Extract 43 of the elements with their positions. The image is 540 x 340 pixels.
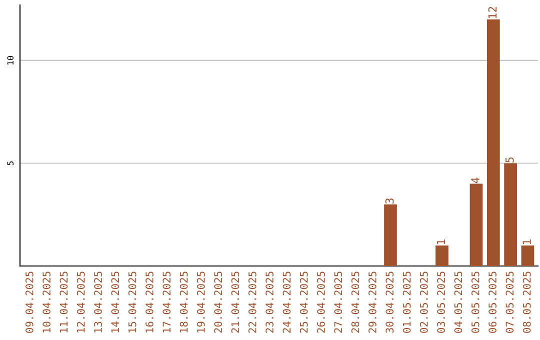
x-tick-label: 08.05.2025 bbox=[522, 272, 531, 333]
data-label: 1 bbox=[436, 240, 446, 244]
bar bbox=[521, 245, 534, 266]
x-tick-label: 22.04.2025 bbox=[248, 272, 256, 333]
y-tick-label: 10 bbox=[7, 56, 14, 65]
data-label: 4 bbox=[471, 178, 480, 184]
x-tick-label: 19.04.2025 bbox=[196, 272, 205, 332]
x-tick-label: 06.05.2025 bbox=[488, 272, 496, 333]
x-tick-label: 09.04.2025 bbox=[25, 272, 34, 333]
data-label: 5 bbox=[506, 157, 514, 162]
bar bbox=[436, 245, 448, 266]
x-tick-label: 28.04.2025 bbox=[351, 272, 360, 333]
x-tick-label: 30.04.2025 bbox=[386, 272, 394, 333]
x-tick-label: 14.04.2025 bbox=[111, 272, 120, 332]
x-tick-label: 10.04.2025 bbox=[42, 272, 50, 332]
data-label: 1 bbox=[522, 240, 531, 244]
x-tick-label: 11.04.2025 bbox=[60, 272, 68, 332]
data-label: 12 bbox=[488, 6, 496, 18]
x-tick-label: 04.05.2025 bbox=[454, 272, 462, 333]
x-tick-label: 03.05.2025 bbox=[437, 272, 445, 333]
x-tick-label: 17.04.2025 bbox=[162, 272, 171, 332]
bar bbox=[486, 19, 500, 266]
x-tick-label: 13.04.2025 bbox=[94, 272, 102, 332]
x-tick-label: 01.05.2025 bbox=[402, 272, 411, 333]
x-tick-label: 05.05.2025 bbox=[471, 272, 480, 333]
x-tick-label: 29.04.2025 bbox=[368, 272, 376, 333]
x-tick-label: 26.04.2025 bbox=[317, 272, 325, 333]
x-tick-label: 20.04.2025 bbox=[214, 272, 222, 333]
x-tick-label: 21.04.2025 bbox=[231, 272, 240, 333]
x-tick-label: 23.04.2025 bbox=[266, 272, 274, 333]
bar bbox=[384, 204, 397, 266]
x-tick-label: 02.05.2025 bbox=[420, 272, 428, 333]
x-tick-label: 16.04.2025 bbox=[146, 272, 154, 332]
x-tick-label: 24.04.2025 bbox=[282, 272, 291, 333]
x-tick-label: 27.04.2025 bbox=[334, 272, 342, 333]
bar bbox=[504, 163, 517, 266]
x-tick-label: 15.04.2025 bbox=[128, 272, 136, 332]
x-tick-label: 18.04.2025 bbox=[180, 272, 188, 332]
data-label: 3 bbox=[385, 198, 394, 204]
x-tick-label: 07.05.2025 bbox=[506, 272, 514, 333]
x-tick-label: 12.04.2025 bbox=[76, 272, 85, 332]
x-tick-label: 25.04.2025 bbox=[300, 272, 308, 333]
bar bbox=[470, 184, 483, 266]
